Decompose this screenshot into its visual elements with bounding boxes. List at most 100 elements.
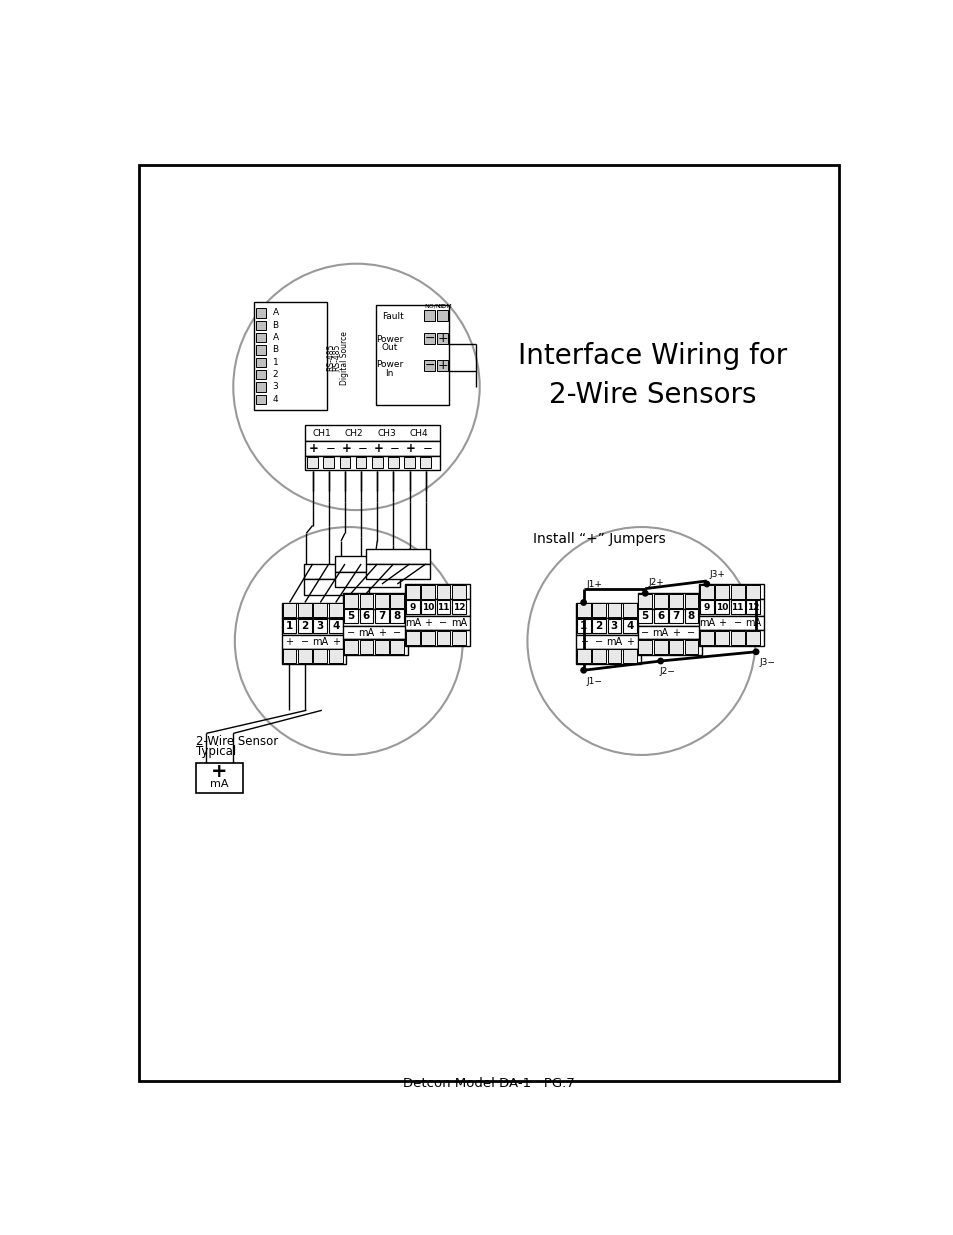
Bar [715, 631, 728, 645]
Text: mA: mA [358, 627, 375, 637]
Text: −: − [422, 442, 432, 454]
Bar [436, 631, 450, 645]
Bar [653, 594, 667, 608]
Bar [730, 585, 743, 599]
Text: 3: 3 [610, 621, 618, 631]
Bar [622, 603, 636, 618]
Bar [390, 640, 404, 655]
Bar [281, 618, 346, 635]
Bar [405, 600, 419, 614]
Text: −: − [347, 627, 355, 637]
Bar [452, 600, 465, 614]
Bar [684, 594, 698, 608]
Bar [607, 619, 620, 632]
Text: 8: 8 [394, 611, 400, 621]
Bar [343, 593, 408, 609]
Bar [365, 548, 430, 564]
Text: J2+: J2+ [648, 578, 663, 587]
Bar [637, 626, 701, 640]
Text: Power: Power [375, 335, 403, 343]
Circle shape [703, 582, 709, 587]
Bar [297, 603, 312, 618]
Bar [745, 585, 760, 599]
Bar [281, 648, 346, 664]
Text: +: + [332, 637, 339, 647]
Bar [329, 650, 342, 663]
Text: 6: 6 [362, 611, 370, 621]
Bar [699, 616, 763, 630]
Bar [715, 600, 728, 614]
Bar [375, 594, 389, 608]
Bar [420, 585, 435, 599]
Text: 7: 7 [672, 611, 679, 621]
Circle shape [753, 650, 758, 655]
Text: J1−: J1− [586, 677, 602, 685]
Text: mA: mA [210, 779, 229, 789]
Text: 1: 1 [579, 621, 587, 631]
Text: −: − [325, 442, 335, 454]
Bar [305, 456, 439, 471]
Bar [305, 441, 439, 456]
Text: RS-485: RS-485 [326, 345, 335, 372]
Text: +: + [406, 442, 416, 454]
Text: +: + [671, 627, 679, 637]
Bar [576, 635, 640, 648]
Bar [638, 594, 652, 608]
Bar [344, 640, 357, 655]
Bar [344, 609, 357, 624]
Text: +: + [625, 637, 633, 647]
Text: 12: 12 [452, 603, 465, 611]
Text: 9: 9 [409, 603, 416, 611]
Bar [668, 640, 682, 655]
Bar [313, 650, 327, 663]
Bar [436, 333, 448, 343]
Bar [281, 603, 346, 618]
Bar [405, 630, 469, 646]
Bar [653, 640, 667, 655]
Bar [592, 650, 605, 663]
Bar [359, 594, 373, 608]
Bar [607, 650, 620, 663]
Bar [684, 609, 698, 624]
Text: mA: mA [451, 619, 466, 629]
Text: Power: Power [375, 361, 403, 369]
Text: Typical: Typical [195, 746, 235, 758]
Text: CH2: CH2 [344, 429, 363, 437]
Text: 11: 11 [731, 603, 743, 611]
Bar [420, 457, 431, 468]
Bar [436, 359, 448, 370]
Bar [715, 585, 728, 599]
Bar [253, 303, 327, 410]
Bar [344, 594, 357, 608]
Bar [256, 395, 265, 404]
Bar [700, 600, 713, 614]
Text: 3: 3 [316, 621, 324, 631]
Text: J2−: J2− [659, 667, 674, 677]
Bar [699, 630, 763, 646]
Text: Out: Out [381, 343, 397, 352]
Text: 1: 1 [286, 621, 293, 631]
Bar [195, 763, 243, 793]
Text: J1+: J1+ [586, 579, 602, 589]
Text: RS-485: RS-485 [333, 345, 341, 372]
Text: +: + [718, 619, 725, 629]
Bar [390, 609, 404, 624]
Bar [638, 640, 652, 655]
Text: −: − [390, 442, 399, 454]
Text: B: B [273, 346, 278, 354]
Bar [282, 603, 296, 618]
Bar [372, 457, 382, 468]
Text: 2-Wire Sensor: 2-Wire Sensor [195, 735, 277, 747]
Text: Install “+” Jumpers: Install “+” Jumpers [532, 532, 664, 546]
Bar [256, 309, 265, 317]
Text: 2: 2 [595, 621, 602, 631]
Text: mA: mA [606, 637, 622, 647]
Bar [638, 609, 652, 624]
Text: −: − [595, 637, 602, 647]
Bar [404, 457, 415, 468]
Bar [699, 599, 763, 616]
Bar [730, 600, 743, 614]
Text: 6: 6 [657, 611, 663, 621]
Text: −: − [687, 627, 695, 637]
Bar [375, 305, 449, 405]
